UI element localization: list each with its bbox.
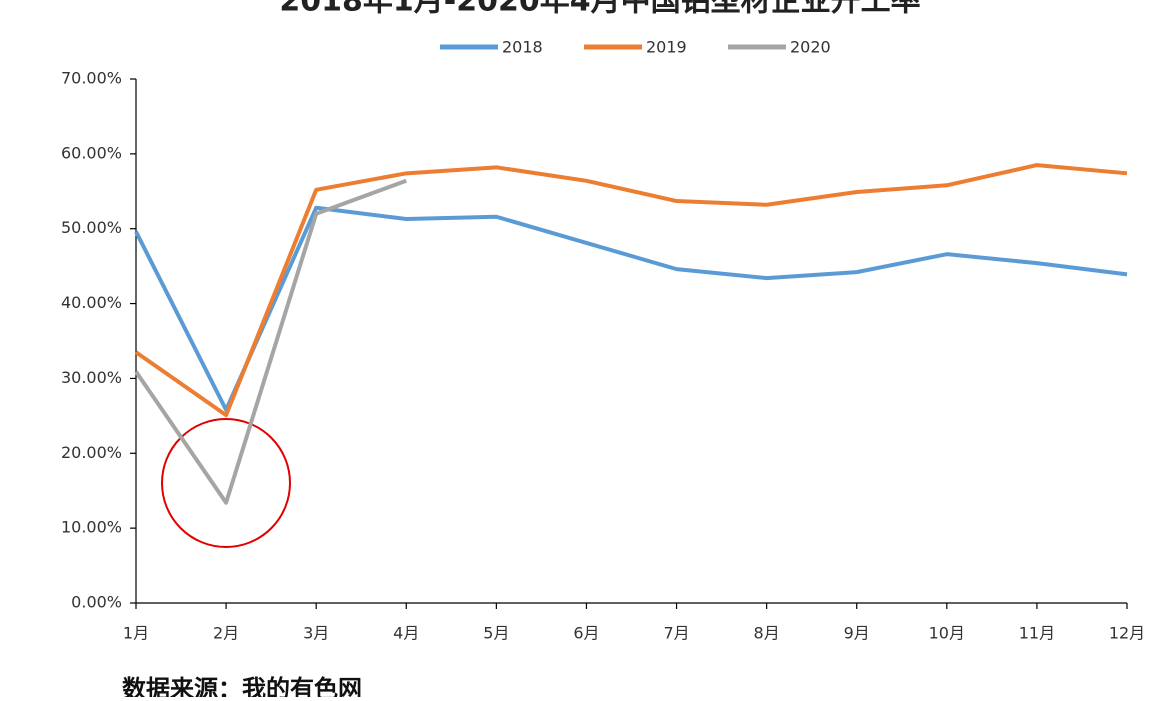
x-tick-label: 5月 bbox=[483, 624, 509, 643]
series-line bbox=[134, 205, 1128, 412]
x-tick-label: 12月 bbox=[1109, 624, 1145, 643]
x-tick-label: 4月 bbox=[393, 624, 419, 643]
y-tick-label: 40.00% bbox=[61, 293, 122, 312]
legend-label: 2018 bbox=[502, 38, 543, 57]
x-tick-label: 9月 bbox=[844, 624, 870, 643]
y-tick-label: 0.00% bbox=[71, 593, 122, 612]
chart-title: 2018年1月-2020年4月中国铝型材企业开工率 bbox=[279, 0, 920, 19]
y-tick-label: 30.00% bbox=[61, 368, 122, 387]
y-tick-label: 20.00% bbox=[61, 443, 122, 462]
x-tick-label: 6月 bbox=[573, 624, 599, 643]
y-tick-label: 50.00% bbox=[61, 218, 122, 237]
y-tick-label: 60.00% bbox=[61, 143, 122, 162]
x-tick-label: 3月 bbox=[303, 624, 329, 643]
x-tick-label: 2月 bbox=[213, 624, 239, 643]
highlight-circle bbox=[161, 418, 291, 548]
x-tick-label: 1月 bbox=[123, 624, 149, 643]
series-line bbox=[134, 163, 1128, 418]
legend-label: 2019 bbox=[646, 38, 687, 57]
x-tick-label: 7月 bbox=[663, 624, 689, 643]
x-tick-label: 8月 bbox=[754, 624, 780, 643]
source-note: 数据来源：我的有色网 bbox=[122, 675, 362, 697]
y-tick-label: 10.00% bbox=[61, 518, 122, 537]
x-tick-label: 10月 bbox=[929, 624, 965, 643]
series-line bbox=[134, 178, 407, 505]
legend-label: 2020 bbox=[790, 38, 831, 57]
x-tick-label: 11月 bbox=[1019, 624, 1055, 643]
y-tick-label: 70.00% bbox=[61, 69, 122, 88]
